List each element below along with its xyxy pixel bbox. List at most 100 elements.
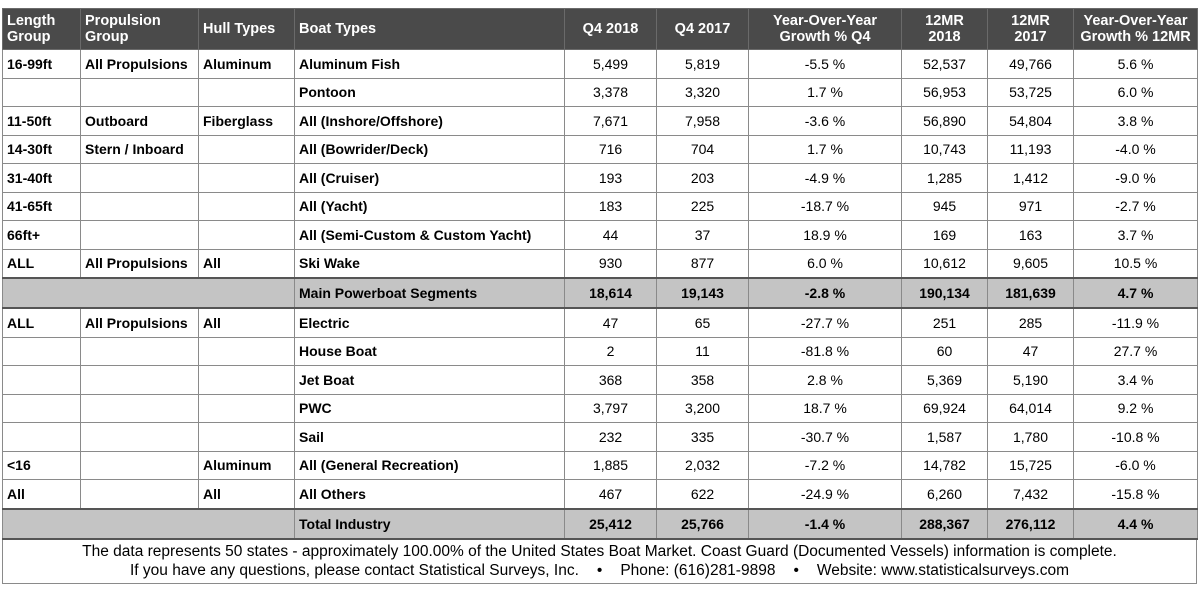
cell-yoy-growth-q4: 18.9 %	[748, 220, 902, 250]
cell-12mr-2017: 285	[987, 307, 1074, 338]
cell-12mr-2018: 14,782	[901, 450, 988, 480]
cell-q4-2017: 225	[656, 191, 749, 221]
cell-12mr-2018: 6,260	[901, 479, 988, 509]
cell-propulsion-group	[80, 77, 199, 107]
cell-yoy-growth-q4: -18.7 %	[748, 191, 902, 221]
header-boat-types: Boat Types	[294, 8, 565, 50]
cell-propulsion-group: All Propulsions	[80, 307, 199, 338]
cell-propulsion-group	[80, 336, 199, 366]
cell-q4-2017: 2,032	[656, 450, 749, 480]
cell-12mr-2017: 64,014	[987, 393, 1074, 423]
cell-yoy-growth-q4: -4.9 %	[748, 163, 902, 193]
cell-boat-types: All Others	[294, 479, 565, 509]
cell-boat-types: Ski Wake	[294, 248, 565, 279]
cell-propulsion-group	[80, 479, 199, 509]
cell-12mr-2018: 945	[901, 191, 988, 221]
cell-propulsion-group	[80, 393, 199, 423]
cell-length-group	[2, 393, 81, 423]
cell-propulsion-group: All Propulsions	[80, 49, 199, 79]
cell-q4-2017: 335	[656, 422, 749, 452]
cell-length-group: ALL	[2, 248, 81, 279]
cell-12mr-2017: 53,725	[987, 77, 1074, 107]
cell-hull-types: All	[198, 248, 295, 279]
header-line: 2018	[928, 29, 961, 45]
cell-12mr-2018: 1,285	[901, 163, 988, 193]
header-line: Boat Types	[299, 21, 377, 37]
table-row: Pontoon 3,378 3,320 1.7 % 56,953 53,725 6.0 %	[2, 77, 1198, 107]
cell-propulsion-group: All Propulsions	[80, 248, 199, 279]
cell-q4-2017: 7,958	[656, 106, 749, 136]
boat-registrations-table: Length Group Propulsion Group Hull Types Boat…	[2, 8, 1198, 540]
cell-q4-2017: 704	[656, 134, 749, 164]
cell-q4-2017: 5,819	[656, 49, 749, 79]
cell-hull-types	[198, 422, 295, 452]
cell-propulsion-group: Stern / Inboard	[80, 134, 199, 164]
cell-12mr-2018: 288,367	[901, 507, 988, 540]
header-q4-2018: Q4 2018	[564, 8, 657, 50]
header-q4-2017: Q4 2017	[656, 8, 749, 50]
cell-q4-2018: 368	[564, 365, 657, 395]
total-row-label: Total Industry	[294, 507, 565, 540]
cell-q4-2017: 3,320	[656, 77, 749, 107]
header-propulsion-group: Propulsion Group	[80, 8, 199, 50]
cell-q4-2018: 3,378	[564, 77, 657, 107]
cell-length-group: All	[2, 479, 81, 509]
table-row: Sail 232 335 -30.7 % 1,587 1,780 -10.8 %	[2, 422, 1198, 452]
header-line: 12MR	[1011, 13, 1050, 29]
cell-boat-types: All (Yacht)	[294, 191, 565, 221]
cell-hull-types: Fiberglass	[198, 106, 295, 136]
header-length-group: Length Group	[2, 8, 81, 50]
cell-q4-2017: 65	[656, 307, 749, 338]
separator-dot: •	[596, 561, 603, 579]
cell-12mr-2017: 181,639	[987, 277, 1074, 309]
header-row: Length Group Propulsion Group Hull Types Boat…	[2, 8, 1198, 50]
cell-yoy-growth-12mr: 3.4 %	[1073, 365, 1198, 395]
cell-12mr-2017: 163	[987, 220, 1074, 250]
cell-12mr-2018: 1,587	[901, 422, 988, 452]
cell-q4-2018: 716	[564, 134, 657, 164]
cell-hull-types	[198, 163, 295, 193]
cell-yoy-growth-q4: -24.9 %	[748, 479, 902, 509]
cell-yoy-growth-12mr: -15.8 %	[1073, 479, 1198, 509]
cell-propulsion-group	[80, 191, 199, 221]
cell-yoy-growth-12mr: 9.2 %	[1073, 393, 1198, 423]
cell-propulsion-group	[80, 163, 199, 193]
table-row: 16-99ft All Propulsions Aluminum Aluminum F…	[2, 49, 1198, 79]
cell-hull-types	[198, 191, 295, 221]
cell-q4-2017: 11	[656, 336, 749, 366]
cell-boat-types: House Boat	[294, 336, 565, 366]
table-row: All All All Others 467 622 -24.9 % 6,260 7,432-…	[2, 479, 1198, 509]
report-footer: The data represents 50 states - approxim…	[2, 539, 1197, 584]
cell-yoy-growth-q4: 2.8 %	[748, 365, 902, 395]
cell-boat-types: PWC	[294, 393, 565, 423]
cell-yoy-growth-q4: -3.6 %	[748, 106, 902, 136]
cell-propulsion-group: Outboard	[80, 106, 199, 136]
header-line: Year-Over-Year	[773, 13, 877, 29]
table-row: ALL All Propulsions All Ski Wake 930 877 6.0 %…	[2, 248, 1198, 279]
table-row: 31-40ft All (Cruiser) 193 203 -4.9 % 1,285 1,4…	[2, 163, 1198, 193]
cell-yoy-growth-q4: -81.8 %	[748, 336, 902, 366]
table-row: 11-50ft Outboard Fiberglass All (Inshore/Of…	[2, 106, 1198, 136]
cell-boat-types: All (Inshore/Offshore)	[294, 106, 565, 136]
cell-hull-types	[198, 220, 295, 250]
cell-yoy-growth-12mr: -4.0 %	[1073, 134, 1198, 164]
cell-q4-2018: 232	[564, 422, 657, 452]
cell-12mr-2018: 5,369	[901, 365, 988, 395]
cell-q4-2018: 25,412	[564, 507, 657, 540]
cell-12mr-2018: 169	[901, 220, 988, 250]
cell-boat-types: All (Cruiser)	[294, 163, 565, 193]
cell-yoy-growth-q4: -27.7 %	[748, 307, 902, 338]
blank-cell	[2, 277, 295, 309]
cell-q4-2017: 37	[656, 220, 749, 250]
table-row: <16 Aluminum All (General Recreation) 1,885…	[2, 450, 1198, 480]
cell-yoy-growth-12mr: 3.8 %	[1073, 106, 1198, 136]
subtotal-row-label: Main Powerboat Segments	[294, 277, 565, 309]
header-line: 12MR	[925, 13, 964, 29]
cell-yoy-growth-q4: -30.7 %	[748, 422, 902, 452]
cell-q4-2017: 203	[656, 163, 749, 193]
header-line: Hull Types	[203, 21, 276, 37]
boat-market-report: Length Group Propulsion Group Hull Types Boat…	[2, 8, 1198, 584]
table-row: PWC 3,797 3,200 18.7 % 69,924 64,014 9.2 %	[2, 393, 1198, 423]
cell-length-group	[2, 422, 81, 452]
cell-q4-2018: 2	[564, 336, 657, 366]
